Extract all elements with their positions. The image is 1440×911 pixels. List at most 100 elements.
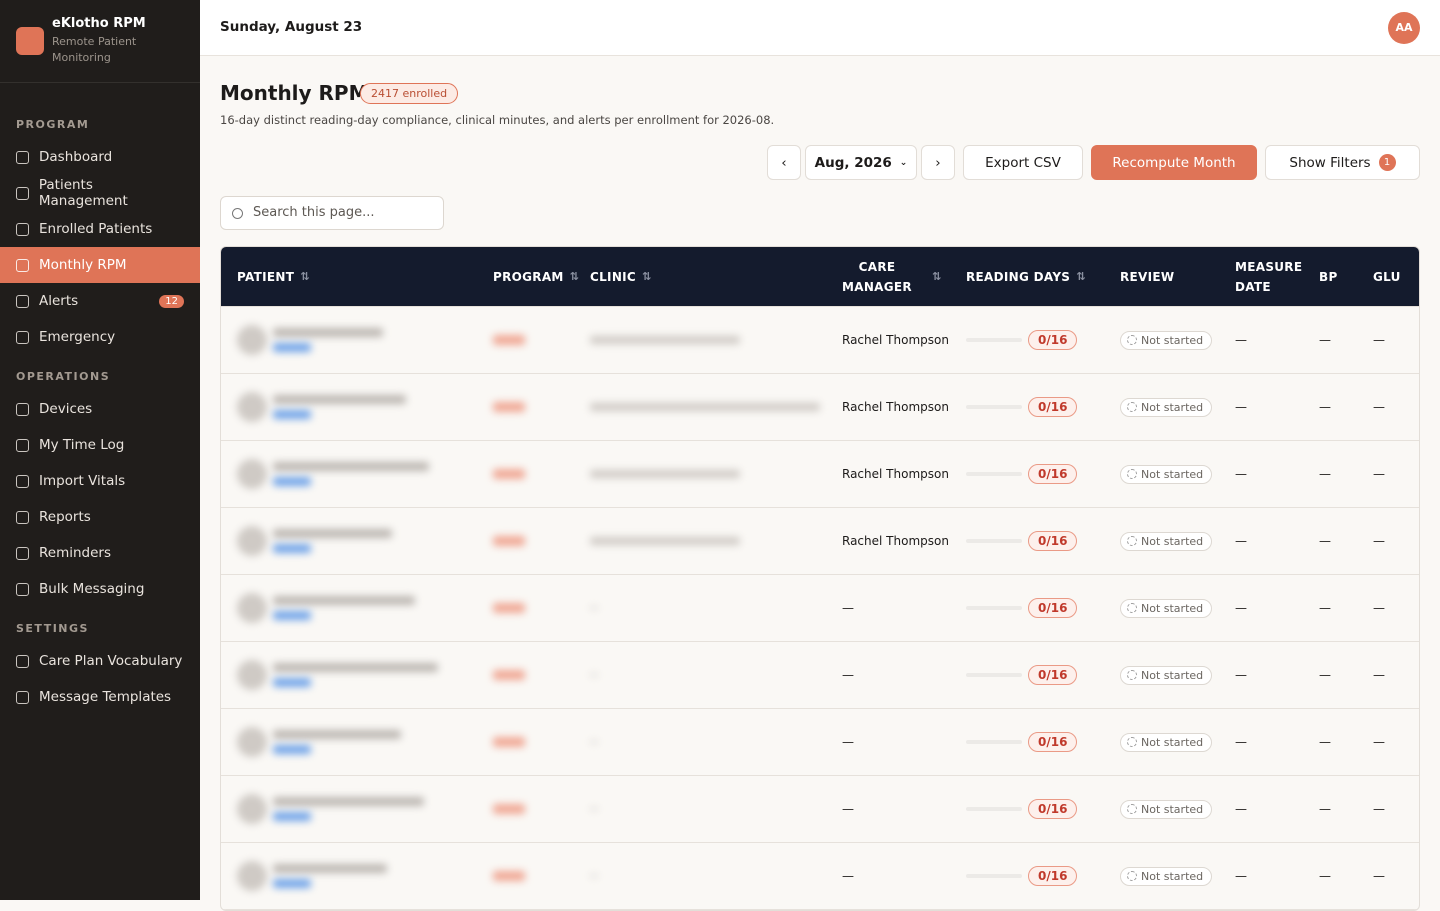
sidebar: eKlotho RPM Remote Patient Monitoring PR… (0, 0, 200, 900)
nav-item[interactable]: Bulk Messaging (0, 571, 200, 607)
bp: — (1319, 668, 1331, 682)
progress-bar (966, 338, 1022, 342)
table-row[interactable]: — 0/16 Not started — — — (221, 776, 1419, 843)
blurred-content (273, 529, 392, 538)
nav-item[interactable]: Message Templates (0, 679, 200, 715)
blurred-content (237, 861, 267, 891)
table-row[interactable]: — 0/16 Not started — — — (221, 575, 1419, 642)
logo (16, 27, 44, 55)
export-label: Export CSV (985, 154, 1061, 171)
nav-item[interactable]: Alerts 12 (0, 283, 200, 319)
header-cell[interactable]: PATIENT ⇅ (221, 267, 477, 287)
recompute-button[interactable]: Recompute Month (1091, 145, 1257, 180)
search-input[interactable]: Search this page... (220, 196, 444, 230)
review-status[interactable]: Not started (1120, 330, 1213, 350)
review-status[interactable]: Not started (1120, 732, 1213, 752)
nav-label: Bulk Messaging (39, 581, 145, 597)
reading-days-cell: 0/16 (950, 397, 1104, 417)
care-manager: Rachel Thompson (842, 400, 949, 414)
patient-cell (221, 325, 477, 355)
nav-item[interactable]: Enrolled Patients (0, 211, 200, 247)
nav-item[interactable]: Dashboard (0, 139, 200, 175)
care-manager: — (842, 735, 854, 749)
reading-days-cell: 0/16 (950, 531, 1104, 551)
clinic-cell (574, 808, 826, 810)
header-cell[interactable]: PROGRAM ⇅ (477, 267, 579, 287)
header-label: READING DAYS (966, 269, 1071, 284)
nav: PROGRAM Dashboard Patients Management Enrol… (0, 83, 200, 715)
nav-item[interactable]: Devices (0, 391, 200, 427)
review-status[interactable]: Not started (1120, 665, 1213, 685)
table-row[interactable]: Rachel Thompson 0/16 Not started — — — (221, 441, 1419, 508)
review-cell: Not started (1104, 330, 1219, 350)
patient-info (273, 529, 392, 553)
blurred-content (493, 335, 525, 345)
program-cell (477, 871, 574, 881)
export-button[interactable]: Export CSV (963, 145, 1083, 180)
header-cell[interactable]: CLINIC ⇅ (574, 267, 826, 287)
review-status[interactable]: Not started (1120, 799, 1213, 819)
header-cell: REVIEW (1104, 267, 1219, 287)
header-cell: BP (1303, 267, 1357, 287)
sort-icon: ⇅ (932, 269, 942, 283)
review-status[interactable]: Not started (1120, 598, 1213, 618)
nav-item[interactable]: Monthly RPM (0, 247, 200, 283)
nav-item[interactable]: My Time Log (0, 427, 200, 463)
nav-item[interactable]: Reports (0, 499, 200, 535)
blurred-content (273, 477, 311, 486)
bp: — (1319, 869, 1331, 883)
review-status[interactable]: Not started (1120, 866, 1213, 886)
blurred-content (493, 603, 525, 613)
table-row[interactable]: — 0/16 Not started — — — (221, 709, 1419, 776)
care-manager: — (842, 668, 854, 682)
patient-info (273, 395, 406, 419)
review-status[interactable]: Not started (1120, 397, 1213, 417)
reading-days: 0/16 (1028, 330, 1078, 350)
reading-days: 0/16 (1028, 598, 1078, 618)
table-row[interactable]: Rachel Thompson 0/16 Not started — — — (221, 374, 1419, 441)
reading-days: 0/16 (1028, 464, 1078, 484)
table-row[interactable]: Rachel Thompson 0/16 Not started — — — (221, 508, 1419, 575)
progress-bar (966, 740, 1022, 744)
clinic-cell (574, 607, 826, 609)
table-row[interactable]: Rachel Thompson 0/16 Not started — — — (221, 307, 1419, 374)
filters-button[interactable]: Show Filters 1 (1265, 145, 1420, 180)
blurred-content (273, 812, 311, 821)
measure-date: — (1235, 802, 1247, 816)
nav-label: Reminders (39, 545, 111, 561)
blurred-content (590, 403, 820, 411)
measure-date: — (1235, 400, 1247, 414)
review-status[interactable]: Not started (1120, 464, 1213, 484)
table-row[interactable]: — 0/16 Not started — — — (221, 642, 1419, 709)
reading-days: 0/16 (1028, 866, 1078, 886)
next-month[interactable]: › (921, 145, 955, 180)
header-cell[interactable]: READING DAYS ⇅ (950, 267, 1104, 287)
blurred-content (237, 526, 267, 556)
header-cell[interactable]: CARE MANAGER ⇅ (826, 257, 950, 297)
nav-item[interactable]: Care Plan Vocabulary (0, 643, 200, 679)
header-cell: MEASURE DATE (1219, 257, 1303, 297)
filters-label: Show Filters (1289, 154, 1371, 171)
blurred-content (273, 730, 401, 739)
nav-icon (16, 438, 29, 452)
blurred-content (237, 325, 267, 355)
prev-month[interactable]: ‹ (767, 145, 801, 180)
blurred-content (590, 607, 598, 609)
month-picker[interactable]: Aug, 2026 ⌄ (805, 145, 917, 180)
blurred-content (237, 593, 267, 623)
blurred-content (590, 741, 598, 743)
header-cell: GLU (1357, 267, 1419, 287)
nav-item[interactable]: Emergency (0, 319, 200, 355)
program-cell (477, 670, 574, 680)
header-label: CARE MANAGER (842, 259, 912, 294)
blurred-content (590, 875, 598, 877)
filters-count: 1 (1378, 154, 1396, 171)
nav-item[interactable]: Patients Management (0, 175, 200, 211)
program-cell (477, 469, 574, 479)
review-status[interactable]: Not started (1120, 531, 1213, 551)
glu: — (1373, 467, 1385, 481)
nav-item[interactable]: Import Vitals (0, 463, 200, 499)
nav-item[interactable]: Reminders (0, 535, 200, 571)
measure-date: — (1235, 467, 1247, 481)
avatar[interactable]: AA (1388, 12, 1420, 44)
